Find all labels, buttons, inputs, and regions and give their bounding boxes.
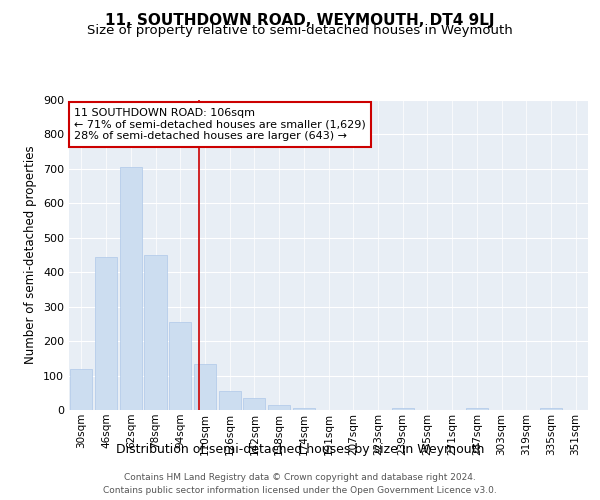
Bar xyxy=(169,322,191,410)
Y-axis label: Number of semi-detached properties: Number of semi-detached properties xyxy=(25,146,37,364)
Bar xyxy=(218,391,241,410)
Bar xyxy=(392,408,414,410)
Bar xyxy=(194,364,216,410)
Bar xyxy=(145,255,167,410)
Bar xyxy=(540,408,562,410)
Text: Contains HM Land Registry data © Crown copyright and database right 2024.
Contai: Contains HM Land Registry data © Crown c… xyxy=(103,473,497,495)
Bar xyxy=(268,405,290,410)
Text: 11 SOUTHDOWN ROAD: 106sqm
← 71% of semi-detached houses are smaller (1,629)
28% : 11 SOUTHDOWN ROAD: 106sqm ← 71% of semi-… xyxy=(74,108,366,141)
Text: Distribution of semi-detached houses by size in Weymouth: Distribution of semi-detached houses by … xyxy=(116,442,484,456)
Text: Size of property relative to semi-detached houses in Weymouth: Size of property relative to semi-detach… xyxy=(87,24,513,37)
Bar xyxy=(466,408,488,410)
Text: 11, SOUTHDOWN ROAD, WEYMOUTH, DT4 9LJ: 11, SOUTHDOWN ROAD, WEYMOUTH, DT4 9LJ xyxy=(105,12,495,28)
Bar xyxy=(70,370,92,410)
Bar xyxy=(95,256,117,410)
Bar xyxy=(119,167,142,410)
Bar xyxy=(243,398,265,410)
Bar xyxy=(293,408,315,410)
